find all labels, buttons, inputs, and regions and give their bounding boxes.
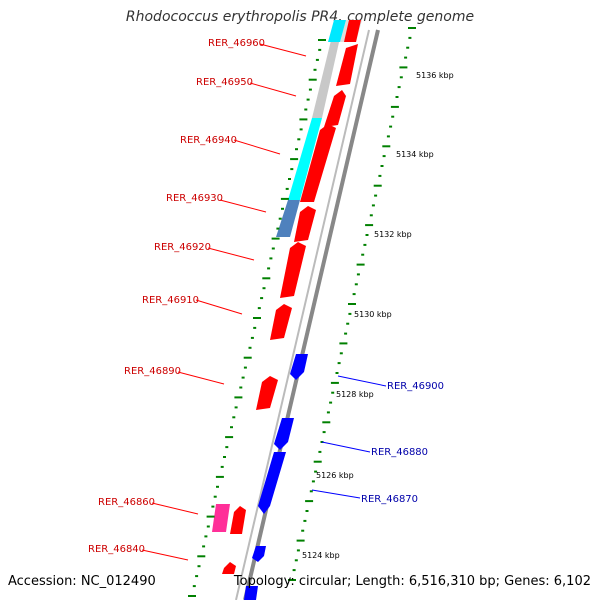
gene-label: RER_46920: [154, 242, 211, 253]
gene-forward-arrow: [336, 44, 358, 86]
map-title: Rhodococcus erythropolis PR4, complete g…: [125, 9, 475, 25]
leader-line: [321, 441, 371, 453]
scale-label: 5134 kbp: [396, 150, 434, 159]
gene-forward-arrow: [344, 20, 361, 42]
gene-reverse-arrow: [258, 452, 286, 514]
gene-label: RER_46930: [166, 193, 223, 204]
leader-line: [207, 247, 255, 261]
gene-steel-block: [276, 200, 300, 237]
gene-forward-arrow: [280, 242, 306, 298]
scale-label: 5130 kbp: [354, 310, 392, 319]
gene-label-group-forward: RER_46960 RER_46950 RER_46940 RER_46930 …: [88, 38, 307, 561]
gene-forward-arrow: [300, 124, 336, 202]
gene-label: RER_46890: [124, 366, 181, 377]
tick-track-right: [288, 27, 416, 581]
gene-forward-arrow: [324, 90, 346, 127]
gene-forward-arrow: [270, 304, 292, 340]
scale-label: 5136 kbp: [416, 71, 454, 80]
leader-line: [195, 299, 243, 315]
scale-label: 5128 kbp: [336, 390, 374, 399]
leader-line: [259, 43, 307, 57]
gene-pink-arrow: [212, 504, 230, 532]
leader-line: [219, 199, 267, 213]
scale-label: 5126 kbp: [316, 471, 354, 480]
tick-track-left: [188, 39, 326, 597]
leader-line: [249, 82, 297, 97]
gene-grey-block: [312, 20, 344, 118]
gene-label: RER_46940: [180, 135, 237, 146]
gene-label: RER_46900: [387, 381, 444, 392]
gene-label: RER_46910: [142, 295, 199, 306]
gene-reverse-arrow: [290, 354, 308, 380]
gene-label: RER_46880: [371, 447, 428, 458]
leader-line: [141, 549, 189, 561]
gene-forward-arrow: [256, 376, 278, 410]
scale-label: 5124 kbp: [302, 551, 340, 560]
gene-label: RER_46950: [196, 77, 253, 88]
accession-text: Accession: NC_012490: [8, 574, 156, 589]
leader-line: [337, 375, 387, 387]
gene-forward-arrow: [222, 562, 236, 574]
gene-forward-arrow: [294, 206, 316, 242]
gene-label: RER_46840: [88, 544, 145, 555]
gene-cyan-block: [288, 118, 322, 200]
gene-reverse-arrow: [274, 418, 294, 450]
leader-line: [177, 371, 225, 385]
gene-forward-arrow: [230, 506, 246, 534]
genome-summary-text: Topology: circular; Length: 6,516,310 bp…: [233, 574, 591, 589]
gene-label: RER_46960: [208, 38, 265, 49]
leader-line: [233, 139, 281, 155]
gene-cyan-top: [328, 20, 346, 42]
gene-reverse-arrow: [252, 546, 266, 562]
gene-label: RER_46860: [98, 497, 155, 508]
gene-label: RER_46870: [361, 494, 418, 505]
gene-label-group-reverse: RER_46900 RER_46880 RER_46870: [311, 375, 444, 505]
gene-reverse-arrow: [244, 586, 258, 600]
backbone-line-inner: [235, 29, 370, 600]
leader-line: [311, 489, 361, 499]
scale-label: 5132 kbp: [374, 230, 412, 239]
leader-line: [151, 502, 199, 515]
